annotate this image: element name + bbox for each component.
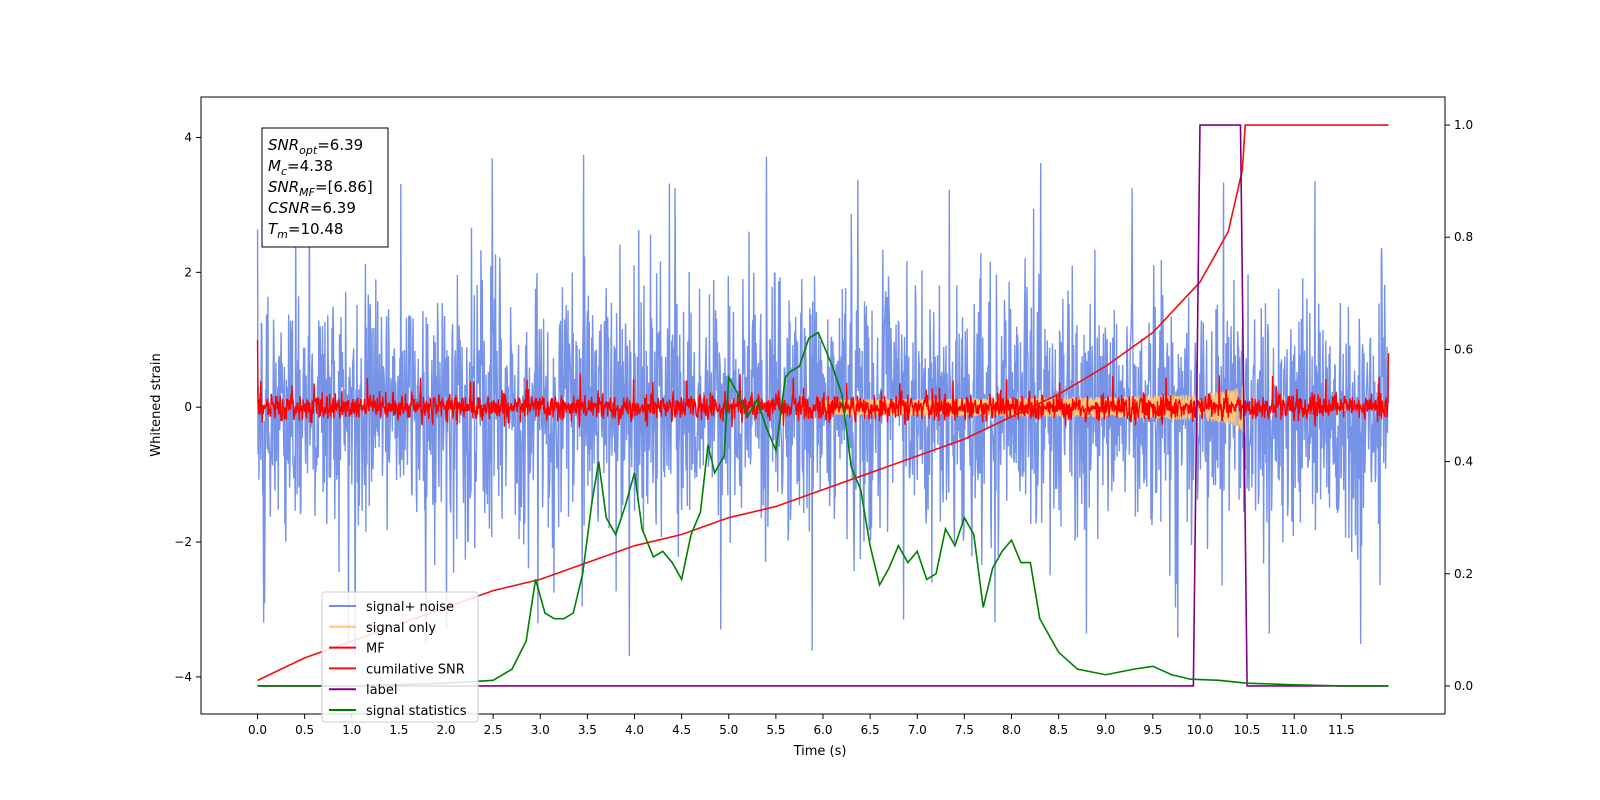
y-axis-left: 4 2 0 −2 −4 [174,130,201,684]
y-tick-label-left: 2 [184,265,192,279]
y-tick-label-left: −2 [174,535,192,549]
y-tick-label-left: −4 [174,670,192,684]
y-tick-label-right: 0.8 [1454,230,1473,244]
x-tick-label: 8.5 [1049,723,1068,737]
x-tick-label: 11.0 [1281,723,1308,737]
x-tick-label: 6.5 [861,723,880,737]
info-line: SNRMF=[6.86] [268,178,373,199]
x-tick-label: 5.0 [719,723,738,737]
x-tick-label: 11.5 [1328,723,1355,737]
y-tick-label-right: 0.6 [1454,342,1473,356]
x-tick-label: 10.0 [1187,723,1214,737]
x-tick-label: 10.5 [1234,723,1261,737]
x-tick-label: 9.5 [1143,723,1162,737]
series-signal-statistics-line [257,331,1389,687]
legend-item-label: cumilative SNR [366,662,465,677]
y-tick-label-right: 1.0 [1454,118,1473,132]
x-tick-label: 3.5 [578,723,597,737]
y-axis-right: 1.0 0.8 0.6 0.4 0.2 0.0 [1445,118,1473,693]
x-tick-label: 6.0 [813,723,832,737]
series-label-line [257,124,1389,687]
legend-item-label: signal+ noise [366,600,454,615]
legend: signal+ noise signal only MF cumilative SNR… [321,591,479,723]
x-tick-label: 2.5 [484,723,503,737]
y-tick-label-left: 0 [184,400,192,414]
x-tick-label: 3.0 [531,723,550,737]
y-tick-label-right: 0.4 [1454,455,1473,469]
series-mf-line [256,339,1390,428]
legend-item-label: signal only [366,621,436,636]
x-tick-label: 2.0 [436,723,455,737]
y-tick-label-right: 0.2 [1454,567,1473,581]
legend-frame [321,591,479,723]
x-axis: 0.0 0.5 1.0 1.5 2.0 2.5 3.0 3.5 4.0 4.5 5.0 5.5 6.0 6… [248,714,1355,737]
y-tick-label-left: 4 [184,130,192,144]
x-tick-label: 5.5 [766,723,785,737]
legend-item-label: label [366,683,397,698]
info-box-frame [261,127,389,248]
x-tick-label: 9.0 [1096,723,1115,737]
info-line: SNRopt=6.39 [268,136,363,157]
x-tick-label: 4.0 [625,723,644,737]
x-axis-label: Time (s) [793,744,847,759]
info-line: CSNR=6.39 [268,199,356,217]
info-line: Tm=10.48 [268,220,343,241]
y-tick-label-right: 0.0 [1454,679,1473,693]
x-tick-label: 0.5 [295,723,314,737]
info-line: Mc=4.38 [268,157,333,178]
x-tick-label: 0.0 [248,723,267,737]
x-tick-label: 4.5 [672,723,691,737]
x-tick-label: 7.0 [908,723,927,737]
x-tick-label: 7.5 [955,723,974,737]
x-tick-label: 1.0 [342,723,361,737]
y-axis-label: Whitened strain [149,353,164,456]
legend-item-label: MF [366,642,385,657]
x-tick-label: 1.5 [389,723,408,737]
legend-item-label: signal statistics [366,704,467,719]
x-tick-label: 8.0 [1002,723,1021,737]
